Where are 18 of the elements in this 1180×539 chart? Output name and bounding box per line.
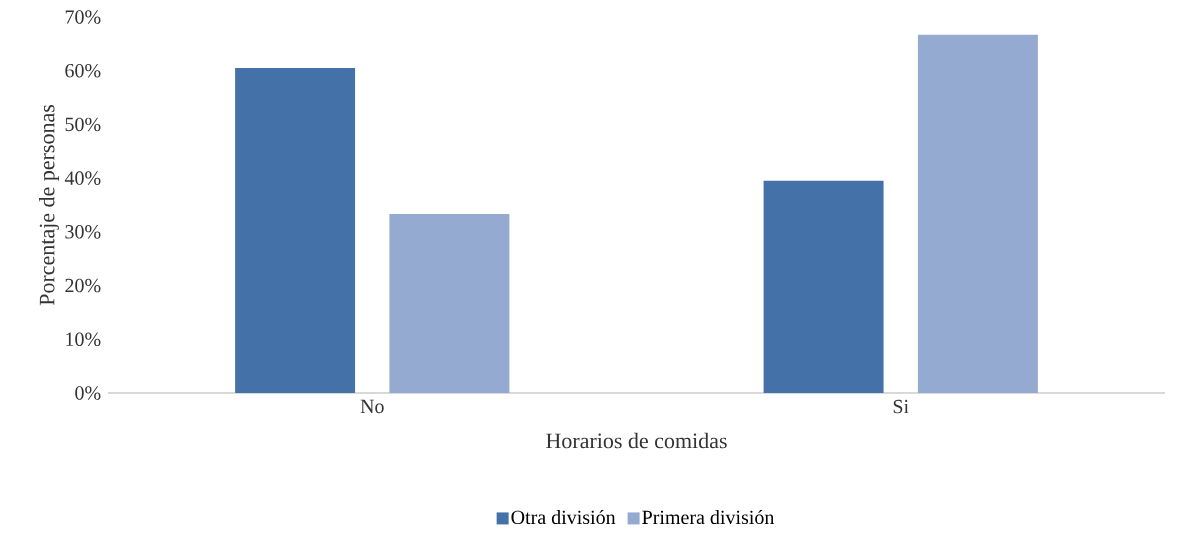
x-tick-label: Si [893,399,909,414]
x-tick-label: No [360,399,384,414]
y-tick-label: 0% [75,386,101,400]
y-tick-label: 40% [64,171,101,185]
y-tick-label: 70% [65,10,101,24]
bar [235,68,356,393]
y-tick-label: 10% [66,332,101,347]
x-axis-title: Horarios de comidas [546,432,727,449]
bar [389,214,510,393]
legend-label: Primera división [642,509,775,525]
y-tick-label: 20% [65,278,101,293]
y-axis-title: Porcentaje de personas [39,104,59,306]
bar [763,180,884,393]
bar [917,34,1038,393]
y-tick-label: 50% [65,117,101,132]
y-tick-label: 30% [65,225,101,239]
y-tick-label: 60% [65,63,101,78]
legend-label: Otra división [511,509,616,525]
